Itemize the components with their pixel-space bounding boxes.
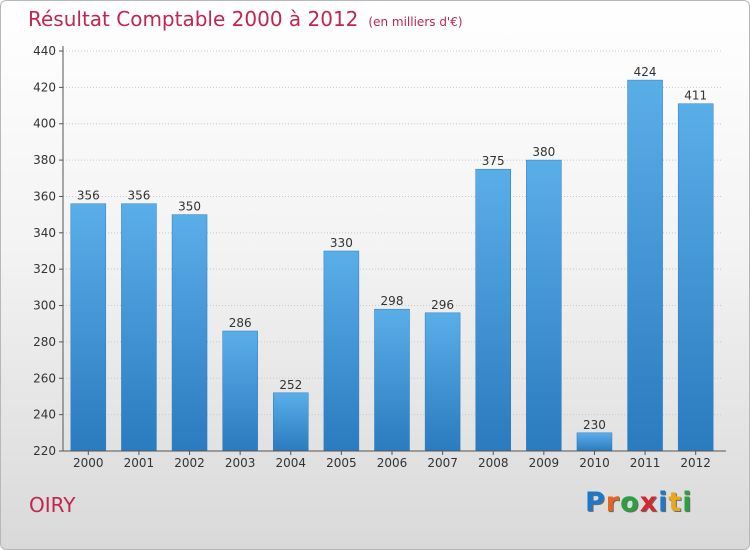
- y-tick-label: 300: [33, 299, 56, 313]
- y-tick-label: 440: [33, 44, 56, 58]
- bar: [576, 432, 613, 452]
- data-label: 424: [634, 65, 657, 79]
- x-tick-label: 2001: [124, 456, 155, 470]
- data-label: 411: [684, 89, 707, 103]
- y-tick-label: 340: [33, 226, 56, 240]
- logo-letter: t: [668, 487, 683, 518]
- logo-letter: i: [682, 487, 693, 518]
- data-label: 298: [381, 294, 404, 308]
- x-tick-label: 2011: [630, 456, 661, 470]
- logo-letter: r: [605, 487, 621, 518]
- bar: [70, 203, 107, 452]
- y-tick-label: 260: [33, 371, 56, 385]
- bar: [171, 214, 208, 452]
- y-tick-label: 400: [33, 117, 56, 131]
- logo-letter: o: [620, 487, 640, 518]
- data-label: 356: [127, 189, 150, 203]
- y-tick-label: 380: [33, 153, 56, 167]
- x-tick-label: 2010: [579, 456, 610, 470]
- labels: 356 356 350 286 252 330 298 296 375 380 230 424 411: [77, 65, 707, 432]
- y-tick-label: 320: [33, 262, 56, 276]
- bar: [222, 330, 258, 452]
- y-tick-label: 280: [33, 335, 56, 349]
- bars: [70, 79, 714, 452]
- x-tick-label: 2003: [225, 456, 256, 470]
- bar: [323, 250, 360, 452]
- x-tick-label: 2005: [326, 456, 357, 470]
- bar: [677, 103, 714, 452]
- x-tick-label: 2007: [427, 456, 458, 470]
- x-tick-label: 2009: [529, 456, 560, 470]
- y-tick-label: 360: [33, 189, 56, 203]
- bar: [424, 312, 461, 452]
- x-tick-label: 2012: [680, 456, 711, 470]
- y-tick-label: 240: [33, 408, 56, 422]
- chart-title: Résultat Comptable 2000 à 2012 (en millie…: [28, 7, 463, 31]
- logo-letter: P: [585, 487, 606, 518]
- bar: [273, 392, 309, 452]
- data-label: 380: [532, 145, 555, 159]
- x-tick-label: 2002: [174, 456, 205, 470]
- data-label: 296: [431, 298, 454, 312]
- proxiti-logo: Proxiti: [585, 487, 693, 518]
- x-tick-label: 2000: [73, 456, 104, 470]
- bar: [526, 159, 562, 452]
- x-tick-label: 2008: [478, 456, 509, 470]
- bar: [374, 308, 410, 452]
- axes: 220 240 260 280 300 320 340 360 380 400 420 440 2000…: [33, 44, 726, 470]
- logo-letter: x: [639, 487, 659, 518]
- data-label: 350: [178, 200, 201, 214]
- bar: [627, 79, 663, 452]
- data-label: 356: [77, 189, 100, 203]
- logo-letter: i: [658, 487, 669, 518]
- data-label: 230: [583, 418, 606, 432]
- data-label: 330: [330, 236, 353, 250]
- bar: [121, 203, 157, 452]
- data-label: 375: [482, 154, 505, 168]
- y-tick-label: 420: [33, 80, 56, 94]
- location-name: OIRY: [29, 493, 76, 517]
- x-tick-label: 2006: [377, 456, 408, 470]
- y-tick-label: 220: [33, 444, 56, 458]
- x-tick-label: 2004: [275, 456, 306, 470]
- bar: [475, 168, 511, 452]
- chart-subtitle: (en milliers d'€): [368, 15, 463, 29]
- data-label: 252: [279, 378, 302, 392]
- data-label: 286: [229, 316, 252, 330]
- chart-title-text: Résultat Comptable 2000 à 2012: [28, 7, 359, 31]
